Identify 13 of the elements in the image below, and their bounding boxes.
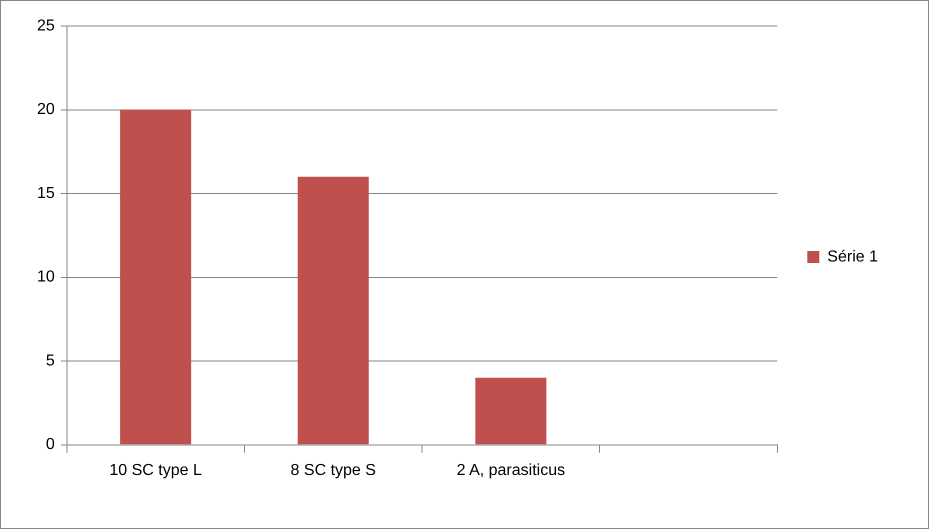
y-tick-label: 0 [46,436,55,454]
bar [120,110,192,444]
y-tick-label: 5 [46,352,55,370]
x-tick-label: 8 SC type S [290,462,376,479]
x-tick-label: 10 SC type L [109,462,202,479]
legend-label: Série 1 [827,248,878,266]
y-tick-label: 25 [37,17,55,34]
y-tick-label: 20 [37,101,55,118]
y-tick-label: 10 [37,268,55,286]
bar [475,378,546,444]
bar [298,176,369,444]
x-tick-label: 2 A, parasiticus [456,462,566,479]
y-tick-label: 15 [37,184,55,202]
